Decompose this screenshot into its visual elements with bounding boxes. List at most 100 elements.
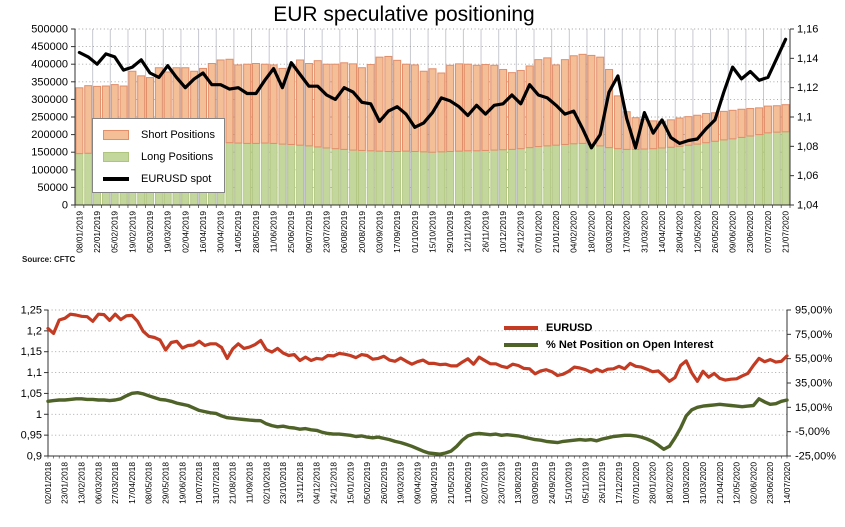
short-position-bar <box>349 63 358 151</box>
long-position-bar <box>764 132 772 206</box>
x-axis-date-label: 26/05/2020 <box>710 211 720 253</box>
short-position-bar <box>525 65 534 149</box>
top-chart-legend: Short Positions Long Positions EURUSD sp… <box>92 118 225 193</box>
short-position-bar <box>357 67 366 151</box>
long-position-bar <box>402 150 410 206</box>
long-position-bar <box>728 138 737 206</box>
long-position-bar <box>428 151 437 206</box>
x-axis-date-label: 05/11/2019 <box>580 462 590 504</box>
x-axis-date-label: 18/02/2020 <box>664 462 674 504</box>
legend-item-eurusd: EURUSD <box>504 322 713 334</box>
long-position-bar <box>225 142 234 206</box>
x-axis-date-label: 30/04/2019 <box>429 462 439 504</box>
x-axis-date-label: 08/01/2019 <box>74 211 84 253</box>
x-axis-date-label: 10/03/2020 <box>681 462 691 504</box>
left-axis-label: 400000 <box>31 59 68 71</box>
left-axis-label: 1,15 <box>21 346 42 358</box>
legend-label: % Net Position on Open Interest <box>546 339 714 351</box>
x-axis-date-label: 07/01/2020 <box>533 211 543 253</box>
left-axis-label: 200000 <box>31 129 68 141</box>
right-axis-label: 75,00% <box>795 329 833 341</box>
x-axis-date-label: 18/02/2020 <box>586 211 596 253</box>
right-axis-label: 1,14 <box>797 53 818 65</box>
x-axis-date-label: 23/10/2018 <box>278 462 288 504</box>
x-axis-date-label: 08/05/2018 <box>144 462 154 504</box>
left-axis-label: 1,25 <box>21 305 42 317</box>
long-position-bar <box>781 131 790 206</box>
short-position-bar <box>578 53 587 144</box>
short-position-bar <box>649 120 658 150</box>
long-position-bar <box>419 151 428 206</box>
long-position-bar <box>287 144 296 206</box>
long-position-bar <box>313 146 322 206</box>
short-position-bar <box>755 107 764 136</box>
x-axis-date-label: 02/06/2020 <box>748 462 758 504</box>
x-axis-date-label: 05/03/2019 <box>145 211 155 253</box>
x-axis-date-label: 31/03/2020 <box>639 211 649 253</box>
x-axis-date-label: 11/06/2019 <box>463 462 473 504</box>
short-position-bar <box>260 63 269 144</box>
long-position-bar <box>234 142 243 206</box>
source-label: Source: CFTC <box>22 255 76 264</box>
x-axis-date-label: 10/07/2018 <box>194 462 204 504</box>
x-axis-date-label: 09/04/2019 <box>412 462 422 504</box>
x-axis-date-label: 23/01/2018 <box>60 462 70 504</box>
long-position-bar <box>693 143 702 206</box>
left-axis-label: 0 <box>62 200 68 212</box>
long-position-bar <box>252 142 260 206</box>
long-position-bar <box>446 151 455 206</box>
legend-item-short-positions: Short Positions <box>93 128 224 141</box>
x-axis-date-label: 21/07/2020 <box>781 211 791 253</box>
x-axis-date-label: 15/10/2019 <box>564 462 574 504</box>
long-position-bar <box>322 147 331 206</box>
long-position-bar <box>543 145 552 206</box>
right-axis-label: 35,00% <box>795 378 833 390</box>
short-position-bar <box>587 54 596 145</box>
x-axis-date-label: 13/02/2018 <box>77 462 87 504</box>
x-axis-date-label: 23/06/2020 <box>745 211 755 253</box>
x-axis-date-label: 30/04/2019 <box>216 211 226 253</box>
short-position-bar <box>728 109 737 140</box>
legend-label: EURUSD spot <box>141 172 212 185</box>
short-position-bar <box>402 63 411 152</box>
short-position-bar <box>296 59 305 146</box>
x-axis-date-label: 21/08/2018 <box>228 462 238 504</box>
short-position-bar <box>225 58 234 144</box>
short-position-bar <box>384 55 393 152</box>
long-position-bar <box>569 143 578 206</box>
legend-item-net-position: % Net Position on Open Interest <box>504 339 713 351</box>
short-position-bar <box>322 63 331 149</box>
long-position-bar <box>560 144 569 206</box>
x-axis-date-label: 12/05/2020 <box>732 462 742 504</box>
long-position-bar <box>437 151 446 206</box>
left-axis-label: 0,9 <box>27 451 42 463</box>
left-axis-label: 500000 <box>31 24 68 36</box>
x-axis-date-label: 23/06/2020 <box>765 462 775 504</box>
bottom-chart-legend: EURUSD % Net Position on Open Interest <box>504 322 713 351</box>
short-position-bar <box>463 63 472 152</box>
short-position-bar <box>75 87 84 155</box>
short-position-bar <box>278 67 287 145</box>
left-axis-label: 0,95 <box>21 430 42 442</box>
short-position-bar <box>287 67 296 145</box>
long-position-bar <box>84 152 93 206</box>
legend-label: Long Positions <box>141 150 214 163</box>
long-position-bar <box>737 137 746 206</box>
x-axis-date-label: 28/04/2020 <box>675 211 685 253</box>
short-position-bar <box>693 114 702 145</box>
long-position-bar <box>587 144 596 206</box>
right-axis-label: 1,04 <box>797 200 818 212</box>
eurusd-line <box>46 312 789 383</box>
short-position-bar <box>684 116 693 146</box>
net-position-pct-line <box>46 391 789 456</box>
x-axis-date-label: 07/07/2020 <box>763 211 773 253</box>
x-axis-date-label: 24/09/2019 <box>547 462 557 504</box>
long-position-bar <box>746 135 755 206</box>
legend-item-eurusd-spot: EURUSD spot <box>93 172 224 185</box>
x-axis-date-label: 29/10/2019 <box>445 211 455 253</box>
long-position-bar <box>269 142 278 206</box>
x-axis-date-label: 21/04/2020 <box>715 462 725 504</box>
long-position-bar <box>455 150 463 206</box>
long-position-bar <box>755 134 764 206</box>
